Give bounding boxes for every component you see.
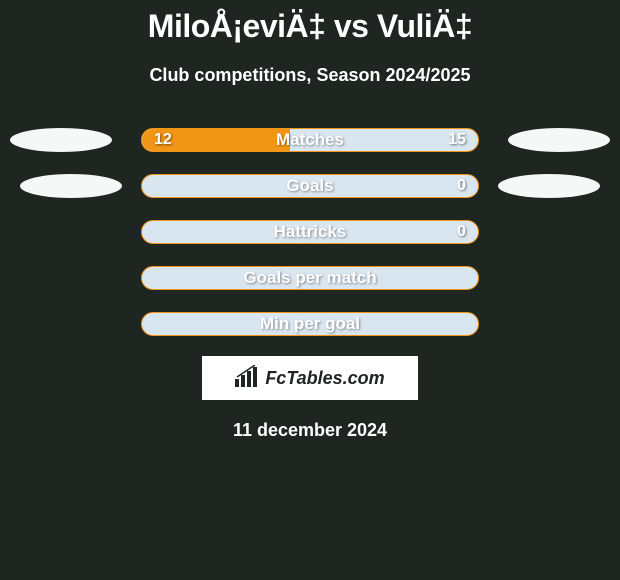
stat-row: Goals 0 — [0, 174, 620, 198]
decorative-oval — [508, 128, 610, 152]
stat-rows: Matches 12 15 Goals 0 Hattricks 0 Goals per mat… — [0, 128, 620, 336]
subtitle: Club competitions, Season 2024/2025 — [0, 65, 620, 86]
stat-row: Min per goal — [0, 312, 620, 336]
stat-label: Goals per match — [243, 268, 376, 288]
stat-right-value: 0 — [457, 177, 466, 195]
stat-bar: Matches 12 15 — [141, 128, 479, 152]
stat-right-value: 15 — [448, 131, 466, 149]
stat-label: Hattricks — [274, 222, 347, 242]
stat-row: Matches 12 15 — [0, 128, 620, 152]
decorative-oval — [20, 174, 122, 198]
logo-text: FcTables.com — [265, 368, 384, 389]
stat-row: Goals per match — [0, 266, 620, 290]
stat-label: Matches — [276, 130, 344, 150]
decorative-oval — [10, 128, 112, 152]
stat-bar: Min per goal — [141, 312, 479, 336]
stat-bar: Goals 0 — [141, 174, 479, 198]
stat-row: Hattricks 0 — [0, 220, 620, 244]
date-label: 11 december 2024 — [0, 420, 620, 441]
logo-chart-icon — [235, 365, 261, 392]
stat-left-value: 12 — [154, 131, 172, 149]
stat-bar: Hattricks 0 — [141, 220, 479, 244]
comparison-container: MiloÅ¡eviÄ‡ vs VuliÄ‡ Club competitions,… — [0, 0, 620, 441]
logo-box: FcTables.com — [202, 356, 418, 400]
stat-label: Goals — [286, 176, 333, 196]
stat-label: Min per goal — [260, 314, 360, 334]
stat-right-value: 0 — [457, 223, 466, 241]
page-title: MiloÅ¡eviÄ‡ vs VuliÄ‡ — [0, 8, 620, 45]
decorative-oval — [498, 174, 600, 198]
stat-bar: Goals per match — [141, 266, 479, 290]
